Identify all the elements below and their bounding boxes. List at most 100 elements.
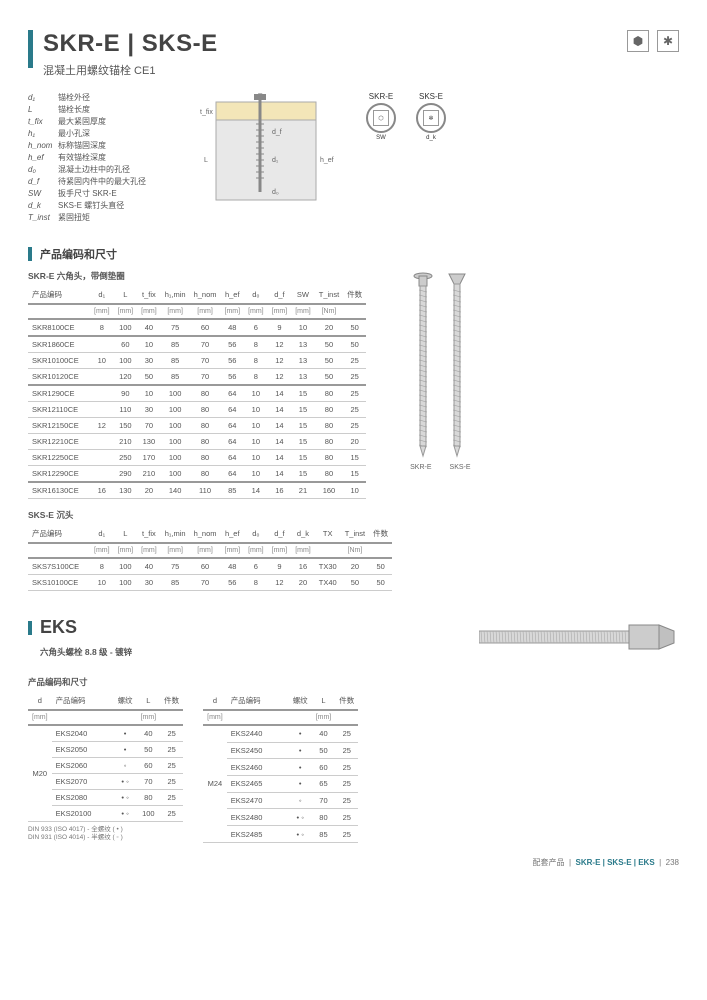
title-accent-bar [28,30,33,68]
legend-symbol: T_inst [28,212,58,224]
cell [90,385,114,402]
skre-table: 产品编码d₁Lt_fixh₁,minh_nomh_efd₀d_fSWT_inst… [28,286,366,499]
cell: 25 [160,742,183,758]
col-header: 产品编码 [227,692,289,710]
col-unit [289,710,312,725]
d-cell: M20 [28,725,52,822]
legend-symbol: d₁ [28,92,58,104]
cell: 80 [315,466,343,483]
legend-symbol: h_nom [28,140,58,152]
screw-pair [413,270,467,460]
cell: 25 [335,759,358,776]
cell: 100 [161,466,190,483]
cell: 60 [190,319,221,336]
torx-inner: ✲ [423,110,439,126]
table-row: EKS2470◦7025 [203,792,358,809]
cross-section-svg: T_inst t_fix L d_f d₁ d₀ h_ef h_nom h₁ [186,92,336,212]
cell: EKS20100 [52,806,114,822]
cell: 80 [190,434,221,450]
cell: 100 [114,558,138,575]
cell: 14 [268,385,292,402]
col-unit [343,304,366,319]
col-unit: [mm] [221,304,245,319]
skse-screw-label: SKS-E [450,464,471,471]
cell: SKR12290CE [28,466,90,483]
cell: 25 [335,742,358,759]
col-unit: [Nm] [315,304,343,319]
cell: 70 [312,792,336,809]
cell: 10 [137,336,161,353]
cell: 210 [137,466,161,483]
legend-diagram-row: d₁锚栓外径L锚栓长度t_fix最大紧固厚度h₁最小孔深h_nom标称锚固深度h… [28,92,679,224]
legend-row: d₀混凝土边柱中的孔径 [28,164,146,176]
col-unit: [mm] [90,543,114,558]
hex-inner: ⬡ [373,110,389,126]
legend-row: L锚栓长度 [28,104,146,116]
cell: 60 [137,758,161,774]
cell: 75 [161,558,190,575]
skre-head-label: SKR-E [369,92,393,101]
col-unit: [mm] [190,304,221,319]
cell: EKS2480 [227,809,289,826]
install-diagram: T_inst t_fix L d_f d₁ d₀ h_ef h_nom h₁ S… [186,92,446,212]
col-unit: [mm] [221,543,245,558]
col-unit: [mm] [190,543,221,558]
cell: 100 [161,402,190,418]
legend-desc: 扳手尺寸 SKR-E [58,188,117,200]
cell: 40 [137,725,161,742]
cell: 8 [244,336,268,353]
cell: 64 [221,418,245,434]
cell: • ◦ [289,826,312,843]
col-header: L [312,692,336,710]
cell: 100 [161,418,190,434]
table-row: EKS2480• ◦8025 [203,809,358,826]
cell: SKS7S100CE [28,558,90,575]
cell: 100 [114,575,138,591]
col-unit: [mm] [244,543,268,558]
col-unit: [Nm] [341,543,369,558]
cell: ◦ [114,758,137,774]
legend-symbol: t_fix [28,116,58,128]
cell: 120 [114,369,138,386]
cell: 25 [160,725,183,742]
col-header: h_nom [190,286,221,304]
cell: 20 [291,575,315,591]
col-header: d₀ [244,286,268,304]
table-row: SKR12250CE25017010080641014158015 [28,450,366,466]
skse-head-label: SKS-E [419,92,443,101]
cell: 60 [190,558,221,575]
cell: • ◦ [114,774,137,790]
table-row: EKS2450•5025 [203,742,358,759]
legend-row: d₁锚栓外径 [28,92,146,104]
cell: 10 [90,575,114,591]
cell: 80 [315,434,343,450]
cell: 25 [335,725,358,742]
cell: 14 [268,450,292,466]
cell: 15 [343,450,366,466]
cell: 80 [190,450,221,466]
legend-desc: 混凝土边柱中的孔径 [58,164,130,176]
cell: 50 [315,336,343,353]
head-diagrams: SKR-E ⬡ SW SKS-E ✲ d_k [366,92,446,141]
col-header: L [114,286,138,304]
cell: 50 [343,319,366,336]
cell: 9 [268,319,292,336]
eks-title-bar: EKS [28,617,132,638]
col-header: SW [291,286,315,304]
screw-images: SKR-E SKS-E [410,270,470,471]
legend-row: d_f待紧固内件中的最大孔径 [28,176,146,188]
col-unit: [mm] [291,543,315,558]
legend-desc: 最小孔深 [58,128,90,140]
cell: 16 [268,482,292,499]
cell: • [289,776,312,793]
skse-screw-svg [447,270,467,460]
cell: 10 [244,385,268,402]
col-unit: [mm] [28,710,52,725]
cell: 75 [161,319,190,336]
cell: SKR1860CE [28,336,90,353]
cell: 210 [114,434,138,450]
cell: 15 [291,402,315,418]
cell: 20 [343,434,366,450]
legend-symbol: h_ef [28,152,58,164]
svg-text:d₁: d₁ [272,157,279,164]
